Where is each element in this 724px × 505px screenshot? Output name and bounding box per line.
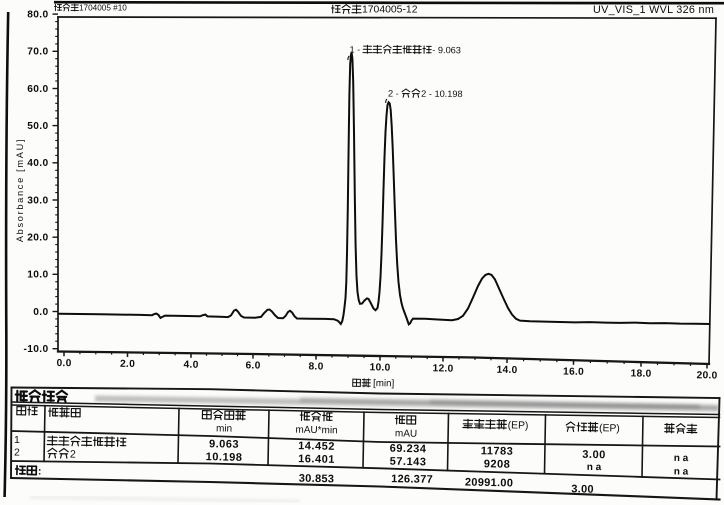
svg-text:1: 1 bbox=[14, 434, 20, 446]
svg-text:20.0: 20.0 bbox=[27, 233, 48, 244]
svg-text:50.0: 50.0 bbox=[27, 121, 48, 132]
svg-text:3.00: 3.00 bbox=[571, 483, 594, 495]
svg-text:40.0: 40.0 bbox=[27, 158, 48, 169]
svg-text:- 9.063: - 9.063 bbox=[432, 45, 461, 55]
svg-text:14.0: 14.0 bbox=[496, 365, 517, 376]
svg-text:2: 2 bbox=[14, 447, 20, 459]
svg-text:60.0: 60.0 bbox=[27, 84, 48, 95]
svg-text:30.853: 30.853 bbox=[299, 473, 335, 486]
svg-text:2 -: 2 - bbox=[388, 89, 399, 99]
svg-text:min: min bbox=[216, 423, 232, 434]
svg-text:n a: n a bbox=[587, 462, 602, 473]
svg-text:mAU: mAU bbox=[395, 428, 417, 439]
svg-text:12.0: 12.0 bbox=[432, 363, 453, 374]
svg-text:6.0: 6.0 bbox=[245, 360, 260, 371]
svg-text:(EP): (EP) bbox=[599, 423, 620, 434]
svg-text:UV_VIS_1 WVL 326 nm: UV_VIS_1 WVL 326 nm bbox=[593, 4, 714, 16]
svg-text:9208: 9208 bbox=[484, 458, 511, 471]
svg-text:3.00: 3.00 bbox=[582, 449, 606, 461]
svg-text:69.234: 69.234 bbox=[390, 443, 427, 456]
svg-text:18.0: 18.0 bbox=[630, 368, 651, 379]
svg-text:10.198: 10.198 bbox=[206, 451, 243, 464]
svg-text:2 - 10.198: 2 - 10.198 bbox=[421, 89, 462, 99]
svg-text:20.0: 20.0 bbox=[696, 370, 717, 381]
svg-text:(EP): (EP) bbox=[508, 420, 529, 431]
svg-text:1 -: 1 - bbox=[349, 45, 360, 55]
svg-text:8.0: 8.0 bbox=[308, 361, 323, 372]
svg-text:20991.00: 20991.00 bbox=[465, 477, 514, 490]
svg-text:[min]: [min] bbox=[373, 378, 395, 389]
svg-text:70.0: 70.0 bbox=[27, 47, 48, 58]
svg-text:2.0: 2.0 bbox=[120, 359, 135, 370]
svg-text:80.0: 80.0 bbox=[27, 10, 48, 21]
svg-text:16.0: 16.0 bbox=[563, 366, 584, 377]
svg-text:126.377: 126.377 bbox=[391, 473, 433, 486]
svg-text:30.0: 30.0 bbox=[27, 195, 48, 206]
svg-text:11783: 11783 bbox=[481, 445, 514, 458]
svg-text:10.0: 10.0 bbox=[369, 362, 390, 373]
svg-text:Absorbance [mAU]: Absorbance [mAU] bbox=[15, 138, 25, 242]
svg-text:n a: n a bbox=[674, 466, 689, 477]
svg-text:-10.0: -10.0 bbox=[24, 344, 49, 355]
svg-text:10.0: 10.0 bbox=[27, 270, 48, 281]
svg-text:n a: n a bbox=[674, 453, 689, 464]
svg-text:0.0: 0.0 bbox=[33, 307, 48, 318]
svg-text::: : bbox=[38, 465, 42, 477]
svg-text:2: 2 bbox=[70, 448, 76, 460]
svg-text:mAU*min: mAU*min bbox=[295, 425, 337, 437]
svg-text:1704005 #10: 1704005 #10 bbox=[79, 3, 127, 12]
svg-text:0.0: 0.0 bbox=[56, 358, 71, 369]
svg-text:9.063: 9.063 bbox=[209, 438, 239, 451]
svg-text:1704005-12: 1704005-12 bbox=[362, 5, 418, 16]
svg-text:57.143: 57.143 bbox=[390, 456, 427, 469]
svg-text:4.0: 4.0 bbox=[183, 360, 198, 371]
svg-text:16.401: 16.401 bbox=[298, 453, 335, 466]
svg-text:14.452: 14.452 bbox=[298, 440, 335, 453]
